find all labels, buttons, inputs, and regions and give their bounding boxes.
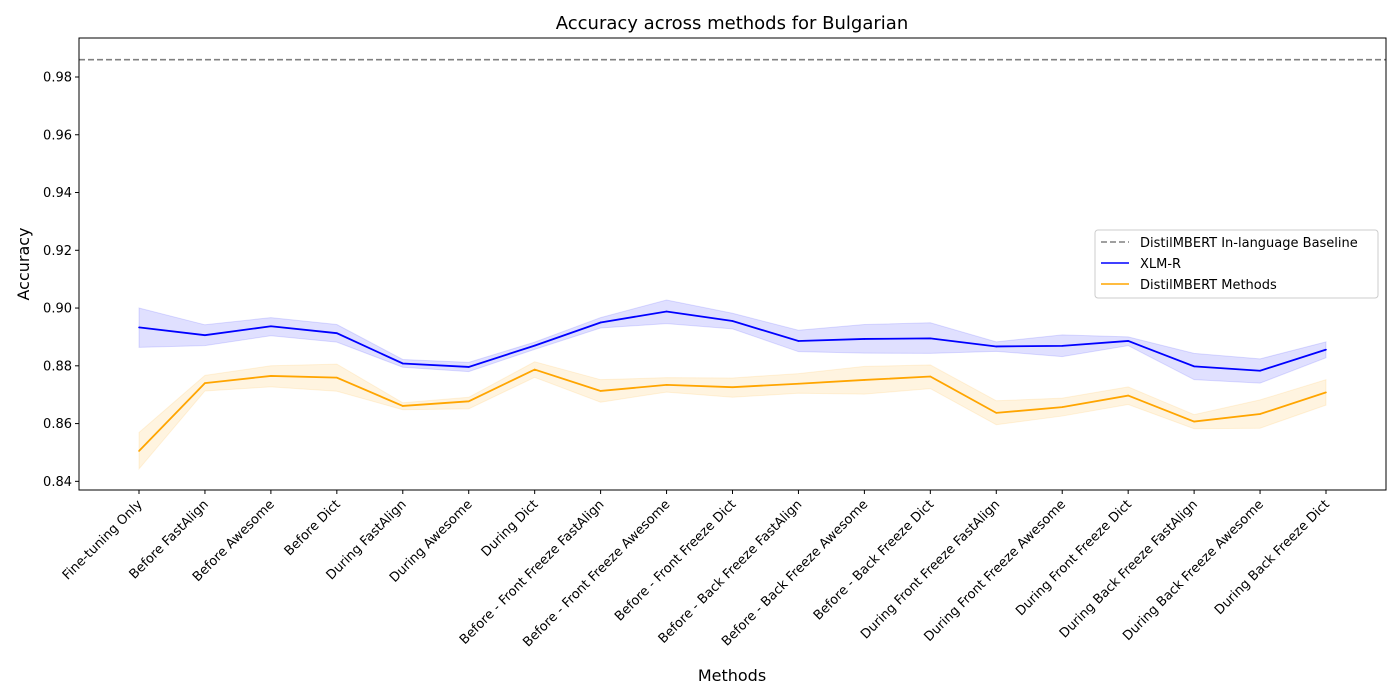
- y-tick-label: 0.90: [43, 302, 72, 317]
- legend: DistilMBERT In-language Baseline XLM-R D…: [1094, 229, 1379, 299]
- x-tick-label: Before - Front Freeze Dict: [612, 497, 739, 624]
- y-tick-label: 0.96: [43, 128, 72, 143]
- distilmbert-point: [1325, 391, 1327, 394]
- y-axis-label: Accuracy: [14, 227, 33, 300]
- legend-baseline-label: DistilMBERT In-language Baseline: [1140, 236, 1358, 251]
- xlmr-confidence-band: [138, 299, 1327, 384]
- legend-xlmr-label: XLM-R: [1140, 257, 1181, 272]
- x-tick-label: Before Dict: [282, 497, 344, 559]
- distilmbert-point: [731, 386, 734, 388]
- distilmbert-point: [863, 379, 866, 381]
- distilmbert-point: [797, 382, 800, 385]
- xlmr-point: [665, 310, 668, 313]
- xlmr-point: [1193, 365, 1195, 368]
- xlmr-point: [1325, 348, 1327, 351]
- xlmr-point: [1061, 345, 1064, 347]
- xlmr-point: [731, 320, 734, 322]
- plot-area: [79, 58, 1386, 471]
- xlmr-point: [138, 326, 140, 329]
- distilmbert-point: [533, 368, 536, 371]
- distilmbert-point: [204, 382, 206, 384]
- xlmr-point: [863, 338, 866, 340]
- x-tick-label: Before - Front Freeze FastAlign: [457, 497, 607, 647]
- xlmr-point: [204, 334, 206, 336]
- xlmr-point: [401, 362, 404, 365]
- x-tick-label: Before - Back Freeze Awesome: [719, 497, 871, 649]
- x-tick-label: Before - Back Freeze FastAlign: [656, 497, 805, 646]
- x-tick-label: During Front Freeze FastAlign: [858, 497, 1003, 642]
- distilmbert-point: [401, 405, 404, 407]
- distilmbert-point: [929, 375, 932, 378]
- x-tick-label: Before - Front Freeze Awesome: [520, 497, 673, 650]
- xlmr-point: [797, 340, 800, 342]
- x-tick-label: During Front Freeze Awesome: [921, 497, 1069, 645]
- x-tick-label: During Front Freeze Dict: [1013, 497, 1135, 619]
- y-tick-label: 0.86: [43, 417, 72, 432]
- chart-title: Accuracy across methods for Bulgarian: [556, 13, 908, 34]
- legend-frame: [1094, 229, 1379, 299]
- distilmbert-point: [599, 390, 602, 392]
- distilmbert-point: [1259, 413, 1261, 415]
- distilmbert-point: [1193, 420, 1195, 423]
- y-tick-label: 0.84: [43, 475, 72, 490]
- distilmbert-point: [1061, 406, 1064, 408]
- distilmbert-point: [336, 376, 338, 379]
- x-tick-label: During Back Freeze FastAlign: [1057, 497, 1201, 641]
- y-tick-label: 0.94: [43, 186, 72, 201]
- xlmr-point: [336, 332, 338, 334]
- x-tick-label: During Back Freeze Awesome: [1120, 497, 1267, 644]
- distilmbert-point: [138, 450, 140, 452]
- xlmr-point: [1259, 369, 1261, 372]
- distilmbert-point: [467, 400, 470, 403]
- distilmbert-point: [270, 375, 272, 377]
- x-tick-label: During Back Freeze Dict: [1212, 497, 1333, 618]
- xlmr-point: [270, 325, 272, 328]
- distilmbert-point: [1127, 394, 1129, 397]
- legend-distilmbert-label: DistilMBERT Methods: [1140, 278, 1277, 293]
- y-tick-label: 0.88: [43, 359, 72, 374]
- y-tick-label: 0.92: [43, 244, 72, 259]
- xlmr-point: [599, 321, 602, 324]
- xlmr-point: [929, 337, 932, 340]
- y-tick-label: 0.98: [43, 70, 72, 85]
- x-tick-label: Before - Back Freeze Dict: [811, 497, 937, 623]
- xlmr-point: [1127, 340, 1129, 342]
- y-axis: 0.84 0.86 0.88 0.90 0.92 0.94 0.96 0.98: [43, 70, 79, 490]
- x-axis-label: Methods: [698, 666, 766, 685]
- distilmbert-confidence-band: [138, 361, 1327, 471]
- distilmbert-point: [665, 384, 668, 386]
- xlmr-point: [533, 344, 536, 347]
- xlmr-point: [995, 345, 998, 348]
- distilmbert-point: [995, 412, 998, 414]
- x-tick-label: During Dict: [479, 497, 542, 560]
- xlmr-point: [467, 366, 470, 368]
